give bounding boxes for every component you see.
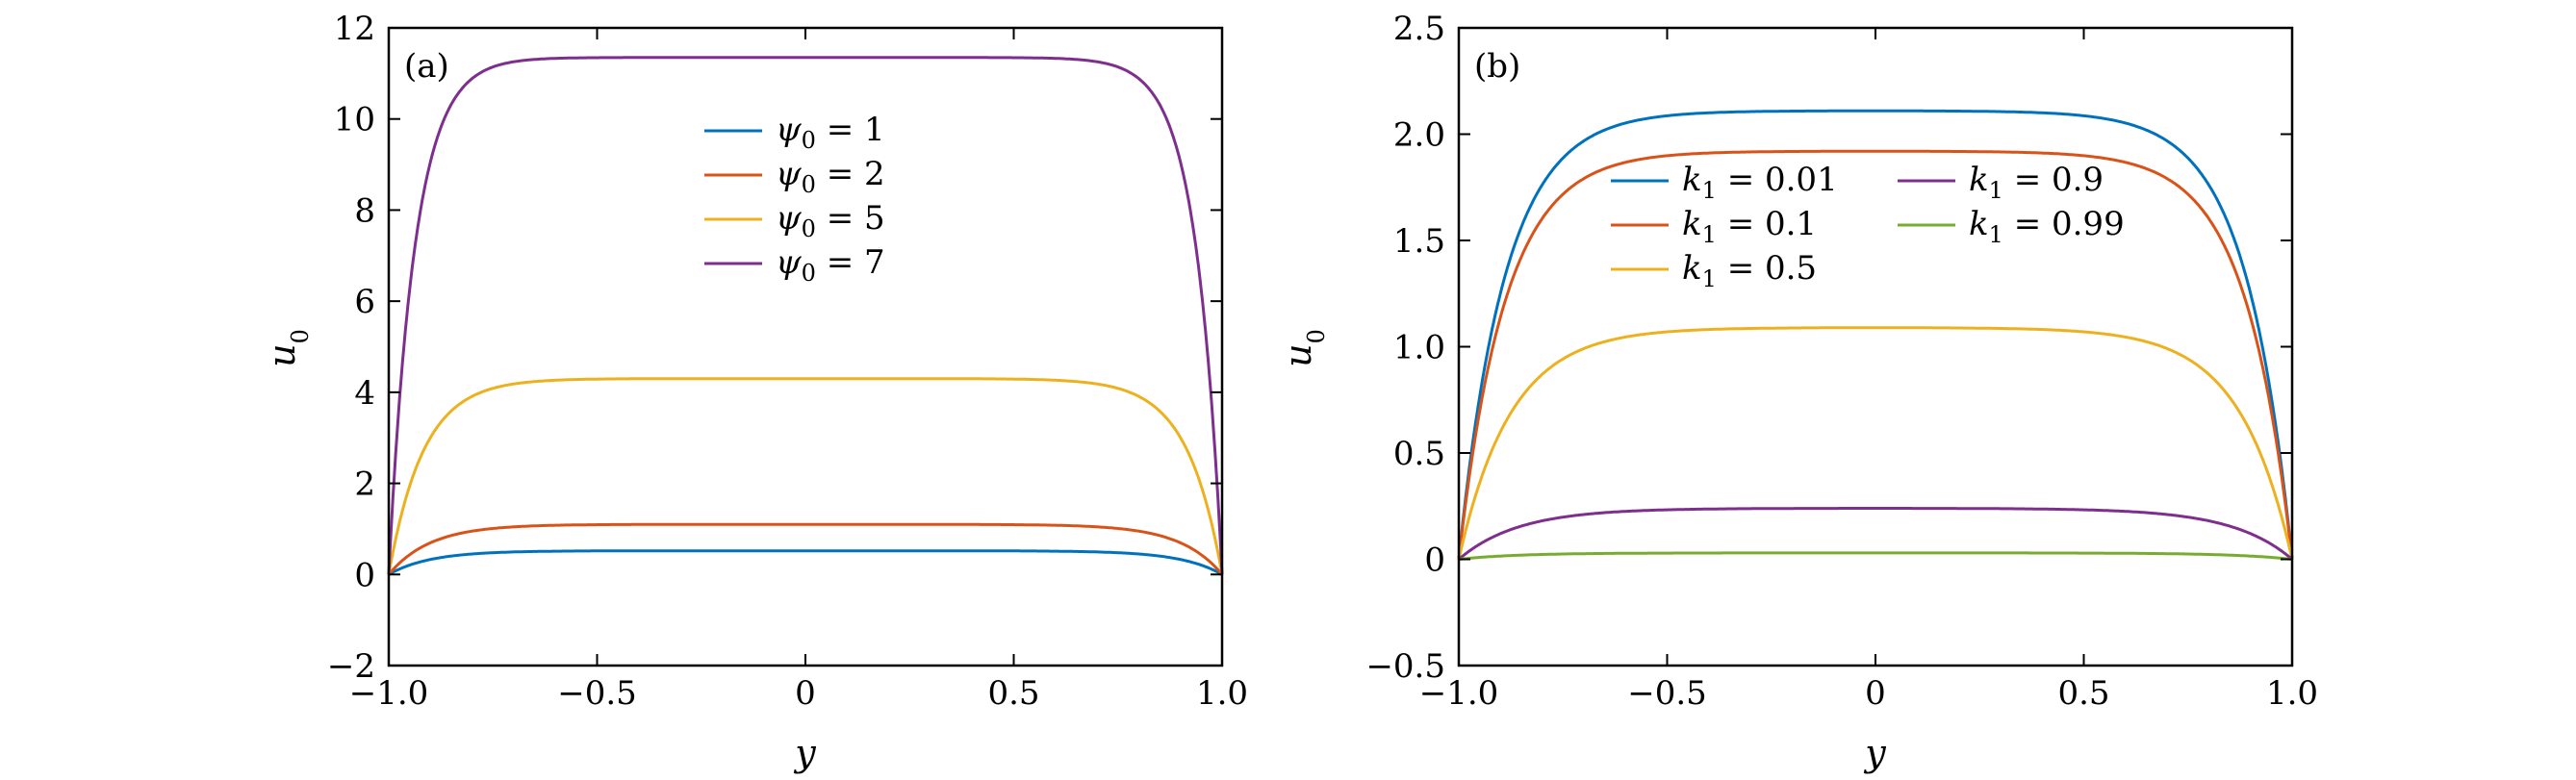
panel-a-legend: ψ0 = 1ψ0 = 2ψ0 = 5ψ0 = 7: [704, 111, 885, 287]
legend-item: k1 = 0.01: [1611, 161, 1838, 204]
panel-b-x-axis-title: y: [1863, 732, 1886, 774]
panel-b-ticks: [1458, 27, 2293, 667]
panel-b-label: (b): [1474, 47, 1520, 86]
panel-a-curves: [387, 56, 1224, 576]
x-tick-label: −0.5: [1627, 674, 1707, 713]
panel-a: −1.0 −0.5 0 0.5 1.0 −2 0 2 4 6 8 10 12 (…: [261, 10, 1248, 774]
panel-b-frame: [1457, 26, 2294, 667]
legend-item: ψ0 = 1: [704, 111, 885, 154]
y-tick-label: 2.0: [1393, 116, 1445, 155]
x-tick-label: 0: [1865, 674, 1886, 713]
y-tick-label: 0: [1424, 541, 1445, 580]
x-tick-label: 0: [795, 674, 816, 713]
series-line: [1458, 551, 2293, 561]
legend-item: k1 = 0.99: [1898, 205, 2125, 248]
panel-a-label: (a): [404, 47, 449, 86]
series-line: [387, 56, 1224, 575]
series-line: [1457, 149, 2294, 560]
panel-a-ticks: [388, 27, 1223, 667]
y-tick-label: 2.5: [1393, 10, 1445, 48]
x-tick-label: 1.0: [2266, 674, 2318, 713]
legend-item: k1 = 0.5: [1611, 249, 1817, 292]
legend-item: ψ0 = 7: [704, 243, 885, 287]
y-tick-label: −2: [327, 647, 375, 686]
legend-label: k1 = 0.9: [1969, 161, 2104, 204]
y-tick-label: 0: [354, 556, 375, 594]
x-tick-label: 0.5: [2057, 674, 2109, 713]
series-line: [387, 377, 1224, 575]
y-tick-label: 12: [334, 10, 375, 48]
y-tick-label: 8: [354, 191, 375, 230]
legend-item: k1 = 0.1: [1611, 205, 1817, 248]
panel-b-x-tick-labels: −1.0 −0.5 0 0.5 1.0: [1419, 674, 2318, 713]
x-tick-label: −0.5: [557, 674, 637, 713]
legend-label: ψ0 = 7: [776, 243, 885, 287]
y-tick-label: 1.0: [1393, 329, 1445, 367]
x-tick-label: −1.0: [349, 674, 429, 713]
y-tick-label: 1.5: [1393, 222, 1445, 261]
panel-a-frame: [387, 26, 1224, 667]
series-line: [387, 522, 1224, 576]
legend-label: ψ0 = 5: [776, 199, 885, 242]
panel-b-y-tick-labels: −0.5 0 0.5 1.0 1.5 2.0 2.5: [1365, 10, 1445, 686]
legend-label: k1 = 0.1: [1682, 205, 1817, 248]
y-tick-label: 10: [334, 101, 375, 139]
x-tick-label: 1.0: [1196, 674, 1248, 713]
panel-b: −1.0 −0.5 0 0.5 1.0 −0.5 0 0.5 1.0 1.5 2…: [1277, 10, 2318, 774]
panel-a-y-axis-title: u0: [261, 329, 314, 367]
y-tick-label: 0.5: [1393, 435, 1445, 473]
series-line: [1457, 109, 2294, 560]
panel-b-curves: [1457, 109, 2294, 561]
series-line: [388, 549, 1223, 576]
series-line: [1458, 507, 2293, 561]
legend-item: ψ0 = 2: [704, 155, 885, 198]
panel-a-x-tick-labels: −1.0 −0.5 0 0.5 1.0: [349, 674, 1248, 713]
legend-label: ψ0 = 2: [776, 155, 885, 198]
panel-a-x-axis-title: y: [793, 732, 816, 774]
legend-label: ψ0 = 1: [776, 111, 885, 154]
y-tick-label: −0.5: [1365, 647, 1445, 686]
y-tick-label: 4: [354, 374, 375, 413]
series-line: [1457, 326, 2294, 560]
panel-b-y-axis-title: u0: [1277, 329, 1330, 367]
legend-label: k1 = 0.99: [1969, 205, 2125, 248]
x-tick-label: 0.5: [987, 674, 1039, 713]
panel-a-y-tick-labels: −2 0 2 4 6 8 10 12: [327, 10, 375, 686]
y-tick-label: 6: [354, 283, 375, 321]
legend-item: ψ0 = 5: [704, 199, 885, 242]
x-tick-label: −1.0: [1419, 674, 1499, 713]
y-tick-label: 2: [354, 465, 375, 504]
legend-label: k1 = 0.5: [1682, 249, 1817, 292]
legend-item: k1 = 0.9: [1898, 161, 2104, 204]
legend-label: k1 = 0.01: [1682, 161, 1838, 204]
